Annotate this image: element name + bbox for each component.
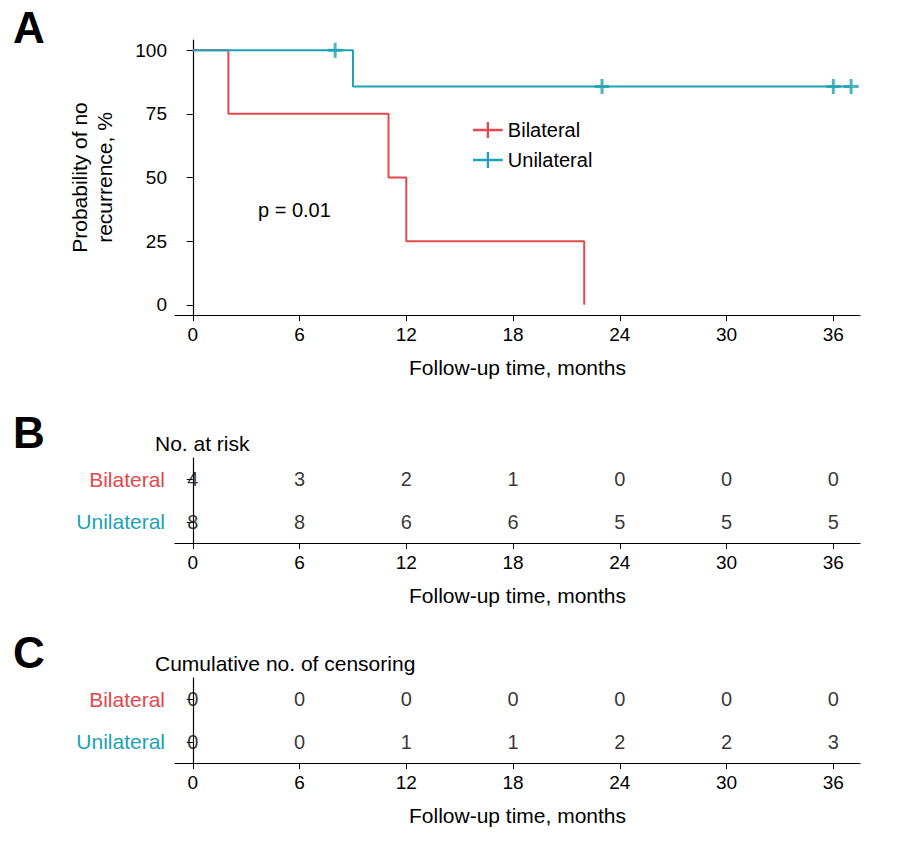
svg-text:30: 30	[716, 772, 737, 793]
svg-text:B: B	[13, 408, 45, 457]
svg-text:2: 2	[401, 468, 412, 490]
svg-text:0: 0	[294, 731, 305, 753]
svg-text:24: 24	[609, 772, 631, 793]
svg-text:6: 6	[401, 511, 412, 533]
svg-text:1: 1	[507, 468, 518, 490]
svg-text:36: 36	[823, 772, 844, 793]
svg-text:18: 18	[502, 772, 523, 793]
svg-text:Follow-up time, months: Follow-up time, months	[409, 584, 626, 607]
svg-text:1: 1	[401, 731, 412, 753]
svg-text:5: 5	[721, 511, 732, 533]
svg-text:0: 0	[614, 468, 625, 490]
svg-text:5: 5	[614, 511, 625, 533]
svg-text:Unilateral: Unilateral	[76, 730, 165, 753]
svg-text:Bilateral: Bilateral	[89, 468, 165, 491]
svg-text:6: 6	[507, 511, 518, 533]
svg-text:100: 100	[135, 40, 167, 61]
svg-text:30: 30	[716, 552, 737, 573]
svg-text:0: 0	[187, 731, 198, 753]
svg-text:Follow-up time, months: Follow-up time, months	[409, 804, 626, 827]
svg-text:0: 0	[156, 294, 167, 315]
svg-text:0: 0	[828, 688, 839, 710]
svg-text:24: 24	[609, 552, 631, 573]
svg-text:12: 12	[396, 324, 417, 345]
svg-text:75: 75	[146, 103, 167, 124]
svg-text:18: 18	[502, 324, 523, 345]
svg-text:8: 8	[187, 511, 198, 533]
svg-text:12: 12	[396, 772, 417, 793]
svg-text:p = 0.01: p = 0.01	[258, 199, 331, 221]
svg-text:recurrence, %: recurrence, %	[93, 112, 116, 243]
svg-text:24: 24	[609, 324, 631, 345]
svg-text:C: C	[13, 628, 45, 677]
svg-text:36: 36	[823, 324, 844, 345]
svg-text:No. at risk: No. at risk	[155, 432, 250, 455]
svg-text:0: 0	[188, 552, 199, 573]
svg-text:18: 18	[502, 552, 523, 573]
svg-text:50: 50	[146, 167, 167, 188]
svg-text:Follow-up time, months: Follow-up time, months	[409, 356, 626, 379]
svg-text:2: 2	[614, 731, 625, 753]
svg-text:1: 1	[507, 731, 518, 753]
svg-text:Unilateral: Unilateral	[76, 510, 165, 533]
svg-text:Probability of no: Probability of no	[68, 102, 91, 253]
svg-text:0: 0	[721, 688, 732, 710]
svg-text:30: 30	[716, 324, 737, 345]
svg-text:0: 0	[188, 772, 199, 793]
svg-text:0: 0	[721, 468, 732, 490]
svg-text:0: 0	[188, 324, 199, 345]
svg-text:0: 0	[614, 688, 625, 710]
svg-text:2: 2	[721, 731, 732, 753]
svg-text:0: 0	[401, 688, 412, 710]
svg-text:Bilateral: Bilateral	[89, 688, 165, 711]
svg-text:Cumulative no. of censoring: Cumulative no. of censoring	[155, 652, 415, 675]
svg-text:12: 12	[396, 552, 417, 573]
svg-text:Unilateral: Unilateral	[508, 149, 592, 171]
svg-text:A: A	[13, 3, 45, 52]
svg-text:6: 6	[294, 324, 305, 345]
svg-text:4: 4	[187, 468, 198, 490]
svg-text:3: 3	[294, 468, 305, 490]
svg-text:Bilateral: Bilateral	[508, 119, 580, 141]
svg-text:5: 5	[828, 511, 839, 533]
svg-text:8: 8	[294, 511, 305, 533]
svg-text:6: 6	[294, 552, 305, 573]
svg-text:36: 36	[823, 552, 844, 573]
svg-text:0: 0	[187, 688, 198, 710]
svg-text:6: 6	[294, 772, 305, 793]
svg-text:0: 0	[828, 468, 839, 490]
svg-text:0: 0	[294, 688, 305, 710]
svg-text:0: 0	[507, 688, 518, 710]
svg-text:3: 3	[828, 731, 839, 753]
svg-text:25: 25	[146, 231, 167, 252]
